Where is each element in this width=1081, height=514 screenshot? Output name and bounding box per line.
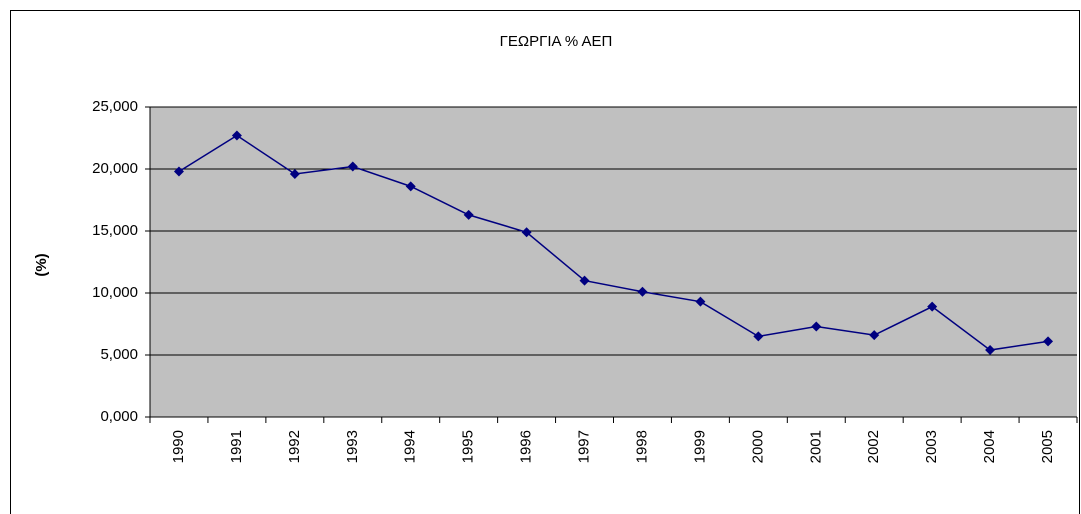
data-point <box>405 181 416 192</box>
data-point <box>811 321 822 332</box>
y-tick-label: 20,000 <box>92 160 138 177</box>
data-point <box>347 161 358 172</box>
x-tick-label: 1993 <box>344 430 361 463</box>
x-tick-label: 1996 <box>518 430 535 463</box>
x-tick-label: 1999 <box>691 430 708 463</box>
x-tick-label: 1997 <box>576 430 593 463</box>
plot-area <box>150 107 1077 417</box>
data-point <box>289 168 300 179</box>
x-tick-label: 1991 <box>228 430 245 463</box>
data-point <box>753 331 764 342</box>
y-axis-label: (%) <box>33 253 50 276</box>
x-tick-label: 2001 <box>807 430 824 463</box>
data-point <box>927 301 938 312</box>
data-point <box>869 330 880 341</box>
chart-title: ΓΕΩΡΓΙΑ % ΑΕΠ <box>500 33 613 50</box>
data-point <box>637 286 648 297</box>
data-point <box>231 130 242 141</box>
y-tick-label: 25,000 <box>92 98 138 115</box>
data-point <box>521 227 532 238</box>
x-tick-label: 2003 <box>923 430 940 463</box>
x-tick-label: 2004 <box>981 430 998 463</box>
x-tick-label: 1992 <box>286 430 303 463</box>
data-point <box>579 275 590 286</box>
x-tick-label: 1995 <box>460 430 477 463</box>
data-line <box>178 134 1049 351</box>
data-point <box>1043 336 1054 347</box>
data-point <box>173 166 184 177</box>
x-tick-label: 2002 <box>865 430 882 463</box>
x-tick-label: 2005 <box>1039 430 1056 463</box>
data-point <box>463 209 474 220</box>
y-tick-label: 5,000 <box>100 346 138 363</box>
y-tick-label: 15,000 <box>92 222 138 239</box>
x-tick-label: 1998 <box>633 430 650 463</box>
data-point <box>695 296 706 307</box>
x-tick-label: 2000 <box>749 430 766 463</box>
y-tick-label: 0,000 <box>100 408 138 425</box>
data-point <box>985 345 996 356</box>
x-tick-label: 1990 <box>170 430 187 463</box>
x-tick-label: 1994 <box>402 430 419 463</box>
y-tick-label: 10,000 <box>92 284 138 301</box>
